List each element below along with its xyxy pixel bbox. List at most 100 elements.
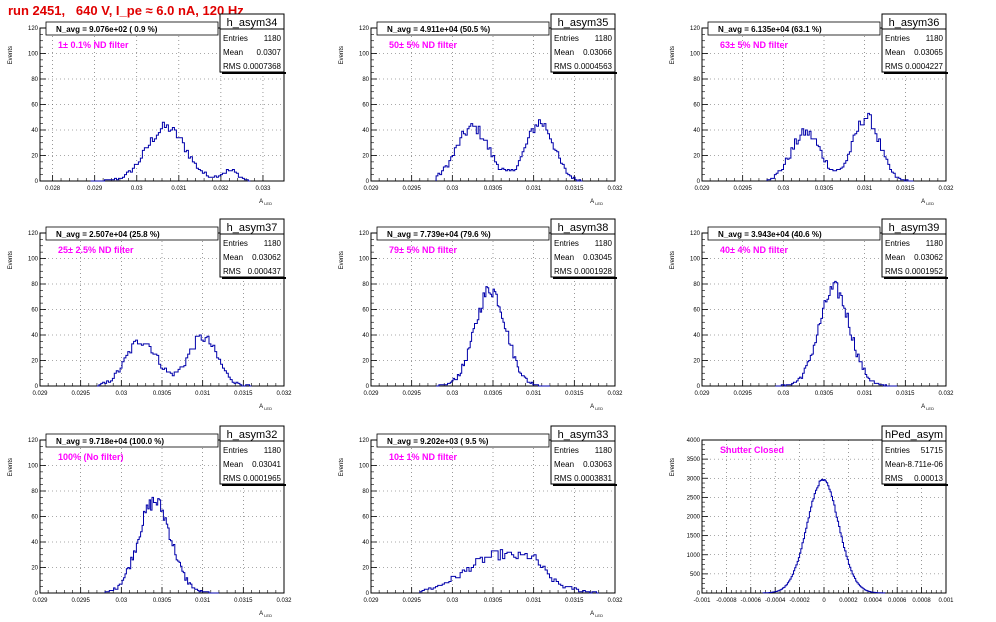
stats-label-rms: RMS bbox=[885, 62, 903, 71]
y-tick-label: 80 bbox=[362, 489, 369, 495]
y-tick-label: 1000 bbox=[687, 553, 701, 559]
filter-annotation: 79± 5% ND filter bbox=[389, 245, 457, 255]
stats-value-entries: 1180 bbox=[595, 446, 613, 455]
x-tick-label: 0.0305 bbox=[815, 186, 834, 192]
navg-frame bbox=[376, 21, 550, 36]
histogram-name: h_asym39 bbox=[889, 222, 940, 234]
y-tick-label: 40 bbox=[31, 540, 38, 546]
y-tick-label: 100 bbox=[359, 52, 370, 58]
stats-value-mean: 0.03066 bbox=[583, 48, 612, 57]
navg-box: N_avg = 3.943e+04 (40.6 %) bbox=[707, 226, 881, 241]
y-tick-label: 40 bbox=[362, 333, 369, 339]
y-tick-label: 0 bbox=[366, 384, 370, 390]
y-axis-label: Events bbox=[339, 251, 345, 269]
y-tick-label: 20 bbox=[693, 359, 700, 365]
y-tick-label: 20 bbox=[31, 359, 38, 365]
stats-frame bbox=[550, 425, 616, 485]
stats-frame bbox=[881, 425, 947, 485]
x-axis-label: A LED bbox=[259, 404, 272, 411]
x-tick-label: 0.0305 bbox=[484, 186, 503, 192]
stats-shadow bbox=[884, 277, 948, 279]
x-tick-label: 0.0295 bbox=[402, 598, 421, 604]
stats-value-rms: 0.0003831 bbox=[574, 474, 612, 483]
y-tick-label: 0 bbox=[366, 179, 370, 185]
histogram-h_asym38 bbox=[436, 286, 550, 387]
stats-box: h_asym33 Entries 1180 Mean 0.03063 RMS 0.00038… bbox=[550, 425, 617, 486]
y-tick-label: 100 bbox=[28, 52, 39, 58]
y-tick-label: 0 bbox=[35, 591, 39, 597]
y-tick-label: 0 bbox=[35, 179, 39, 185]
panel-h_asym36: 0 20 40 60 80 100 120 0.029 0.0295 0.03 0.0305 0.03… bbox=[670, 13, 954, 206]
y-tick-label: 120 bbox=[690, 26, 701, 32]
stats-shadow bbox=[222, 72, 286, 74]
panel-h_asym32: 0 20 40 60 80 100 120 0.029 0.0295 0.03 0.0305 0.03… bbox=[8, 425, 292, 618]
x-tick-label: 0.0315 bbox=[234, 598, 253, 604]
x-tick-label: 0.0315 bbox=[565, 391, 584, 397]
histogram-name: h_asym34 bbox=[227, 17, 278, 29]
navg-frame bbox=[707, 21, 881, 36]
navg-frame bbox=[45, 226, 219, 241]
x-tick-label: 0.0295 bbox=[733, 186, 752, 192]
stats-label-mean: Mean bbox=[223, 253, 243, 262]
y-tick-label: 60 bbox=[362, 308, 369, 314]
stats-label-entries: Entries bbox=[223, 34, 248, 43]
y-tick-label: 2000 bbox=[687, 515, 701, 521]
histogram-name: h_asym35 bbox=[558, 17, 609, 29]
y-tick-label: 0 bbox=[697, 384, 701, 390]
x-axis-label: A LED bbox=[259, 199, 272, 206]
stats-shadow bbox=[553, 72, 617, 74]
x-tick-label: 0.0295 bbox=[71, 598, 90, 604]
filter-annotation: Shutter Closed bbox=[720, 445, 784, 455]
y-tick-label: 80 bbox=[693, 282, 700, 288]
x-tick-label: 0.029 bbox=[32, 391, 48, 397]
navg-text: N_avg = 6.135e+04 (63.1 %) bbox=[718, 25, 822, 34]
x-tick-label: 0.0305 bbox=[153, 598, 172, 604]
x-tick-label: 0.031 bbox=[195, 391, 211, 397]
x-tick-label: 0.029 bbox=[363, 598, 379, 604]
navg-text: N_avg = 7.739e+04 (79.6 %) bbox=[387, 230, 491, 239]
x-tick-label: -0.0008 bbox=[716, 598, 737, 604]
x-tick-label: 0.0315 bbox=[896, 186, 915, 192]
navg-text: N_avg = 9.202e+03 ( 9.5 %) bbox=[387, 437, 489, 446]
y-axis-label: Events bbox=[670, 46, 676, 64]
stats-value-entries: 1180 bbox=[926, 34, 944, 43]
navg-text: N_avg = 9.718e+04 (100.0 %) bbox=[56, 437, 164, 446]
stats-label-entries: Entries bbox=[223, 239, 248, 248]
stats-frame bbox=[219, 425, 285, 485]
y-tick-label: 80 bbox=[362, 77, 369, 83]
histogram-h_asym34 bbox=[90, 121, 251, 182]
y-tick-label: 60 bbox=[362, 515, 369, 521]
x-tick-label: 0.031 bbox=[526, 391, 542, 397]
stats-value-mean: 0.0307 bbox=[257, 48, 282, 57]
stats-shadow bbox=[553, 484, 617, 486]
x-tick-label: 0.0295 bbox=[402, 391, 421, 397]
y-tick-label: 60 bbox=[362, 103, 369, 109]
y-tick-label: 20 bbox=[362, 154, 369, 160]
y-tick-label: 120 bbox=[690, 231, 701, 237]
y-tick-label: 3500 bbox=[687, 457, 701, 463]
x-tick-label: 0.032 bbox=[276, 598, 292, 604]
histogram-h_asym32 bbox=[104, 496, 219, 594]
navg-frame bbox=[45, 21, 219, 36]
stats-label-rms: RMS bbox=[554, 62, 572, 71]
y-tick-label: 1500 bbox=[687, 534, 701, 540]
navg-box: N_avg = 6.135e+04 (63.1 %) bbox=[707, 21, 881, 36]
navg-box: N_avg = 4.911e+04 (50.5 %) bbox=[376, 21, 550, 36]
stats-box: h_asym32 Entries 1180 Mean 0.03041 RMS 0.00019… bbox=[219, 425, 286, 486]
x-axis-label: A LED bbox=[590, 404, 603, 411]
y-tick-label: 40 bbox=[31, 333, 38, 339]
stats-label-entries: Entries bbox=[223, 446, 248, 455]
y-tick-label: 0 bbox=[366, 591, 370, 597]
stats-frame bbox=[550, 218, 616, 278]
x-axis-label: A LED bbox=[921, 199, 934, 206]
stats-value-entries: 1180 bbox=[264, 239, 282, 248]
stats-label-entries: Entries bbox=[885, 239, 910, 248]
x-tick-label: 0.0305 bbox=[484, 598, 503, 604]
stats-label-entries: Entries bbox=[554, 239, 579, 248]
x-axis-label: A LED bbox=[259, 611, 272, 618]
stats-value-entries: 1180 bbox=[595, 239, 613, 248]
y-tick-label: 120 bbox=[28, 438, 39, 444]
stats-shadow bbox=[884, 72, 948, 74]
stats-label-rms: RMS bbox=[554, 267, 572, 276]
stats-label-mean: Mean bbox=[885, 253, 905, 262]
